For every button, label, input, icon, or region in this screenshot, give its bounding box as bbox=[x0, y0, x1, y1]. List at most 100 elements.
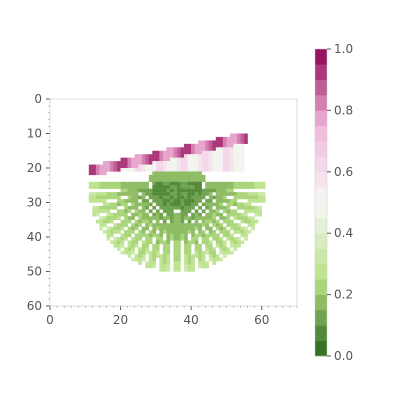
heatmap-cell bbox=[174, 178, 178, 182]
heatmap-cell bbox=[159, 227, 163, 231]
heatmap-cell bbox=[198, 206, 202, 210]
heatmap-cell bbox=[219, 137, 223, 141]
heatmap-cell bbox=[163, 230, 167, 234]
heatmap-cell bbox=[209, 254, 213, 258]
heatmap-cell bbox=[184, 161, 188, 165]
heatmap-cell bbox=[135, 192, 139, 196]
heatmap-cell bbox=[159, 261, 163, 265]
heatmap-cell bbox=[152, 185, 156, 189]
heatmap-cell bbox=[241, 140, 245, 144]
heatmap-cell bbox=[184, 147, 188, 151]
heatmap-cell bbox=[128, 251, 132, 255]
heatmap-cell bbox=[209, 192, 213, 196]
heatmap-cell bbox=[174, 261, 178, 265]
heatmap-cell bbox=[170, 192, 174, 196]
heatmap-cell bbox=[156, 216, 160, 220]
heatmap-cell bbox=[198, 147, 202, 151]
heatmap-cell bbox=[219, 189, 223, 193]
heatmap-cell bbox=[181, 223, 185, 227]
heatmap-cell bbox=[166, 151, 170, 155]
heatmap-cell bbox=[226, 192, 230, 196]
heatmap-cell bbox=[219, 185, 223, 189]
heatmap-cell bbox=[135, 185, 139, 189]
heatmap-cell bbox=[92, 192, 96, 196]
heatmap-cell bbox=[233, 244, 237, 248]
heatmap-cell bbox=[174, 265, 178, 269]
heatmap-cell bbox=[188, 268, 192, 272]
heatmap-cell bbox=[202, 234, 206, 238]
heatmap-cell bbox=[96, 199, 100, 203]
heatmap-cell bbox=[241, 168, 245, 172]
heatmap-cell bbox=[145, 189, 149, 193]
heatmap-cell bbox=[131, 165, 135, 169]
heatmap-cell bbox=[226, 199, 230, 203]
heatmap-cell bbox=[195, 189, 199, 193]
heatmap-cell bbox=[103, 168, 107, 172]
heatmap-cell bbox=[195, 203, 199, 207]
heatmap-cell bbox=[226, 220, 230, 224]
heatmap-cell bbox=[138, 168, 142, 172]
x-axis: 0 20 40 60 bbox=[46, 306, 297, 327]
heatmap-cell bbox=[110, 165, 114, 169]
heatmap-cell bbox=[202, 168, 206, 172]
y-tick-label: 50 bbox=[27, 265, 42, 279]
heatmap-cell bbox=[170, 185, 174, 189]
heatmap-cell bbox=[121, 251, 125, 255]
heatmap-cell bbox=[99, 206, 103, 210]
heatmap-cell bbox=[233, 158, 237, 162]
heatmap-cell bbox=[241, 182, 245, 186]
heatmap-cell bbox=[163, 220, 167, 224]
heatmap-cell bbox=[135, 213, 139, 217]
heatmap-cell bbox=[128, 234, 132, 238]
heatmap-cell bbox=[138, 185, 142, 189]
heatmap-cell bbox=[177, 168, 181, 172]
heatmap-cell bbox=[124, 247, 128, 251]
colorbar-segment bbox=[315, 187, 327, 203]
heatmap-cell bbox=[159, 171, 163, 175]
heatmap-cell bbox=[198, 196, 202, 200]
heatmap-cell bbox=[223, 216, 227, 220]
heatmap-cell bbox=[110, 168, 114, 172]
heatmap-cell bbox=[124, 251, 128, 255]
heatmap-cell bbox=[241, 151, 245, 155]
heatmap-cell bbox=[174, 258, 178, 262]
heatmap-cell bbox=[241, 216, 245, 220]
heatmap-cell bbox=[205, 168, 209, 172]
heatmap-cell bbox=[156, 209, 160, 213]
heatmap-cell bbox=[191, 213, 195, 217]
heatmap-cell bbox=[174, 199, 178, 203]
heatmap-cell bbox=[156, 178, 160, 182]
heatmap-cell bbox=[198, 158, 202, 162]
heatmap-cell bbox=[177, 237, 181, 241]
heatmap-cell bbox=[177, 206, 181, 210]
heatmap-cell bbox=[202, 240, 206, 244]
heatmap-cell bbox=[230, 199, 234, 203]
heatmap-cell bbox=[142, 254, 146, 258]
heatmap-cell bbox=[128, 209, 132, 213]
heatmap-cell bbox=[216, 223, 220, 227]
heatmap-cell bbox=[117, 230, 121, 234]
heatmap-cell bbox=[184, 203, 188, 207]
heatmap-cell bbox=[170, 220, 174, 224]
heatmap-cell bbox=[121, 213, 125, 217]
heatmap-cell bbox=[103, 220, 107, 224]
heatmap-cell bbox=[135, 209, 139, 213]
heatmap-cell bbox=[138, 220, 142, 224]
heatmap-cell bbox=[216, 161, 220, 165]
heatmap-cell bbox=[177, 220, 181, 224]
colorbar-tick-label: 0.4 bbox=[334, 226, 353, 240]
heatmap-cell bbox=[230, 203, 234, 207]
heatmap-cell bbox=[198, 182, 202, 186]
heatmap-cell bbox=[219, 240, 223, 244]
heatmap-cell bbox=[209, 182, 213, 186]
heatmap-cell bbox=[258, 206, 262, 210]
heatmap-cell bbox=[188, 254, 192, 258]
heatmap-cell bbox=[209, 161, 213, 165]
heatmap-cell bbox=[191, 192, 195, 196]
heatmap-cell bbox=[156, 237, 160, 241]
heatmap-cell bbox=[188, 185, 192, 189]
heatmap-cell bbox=[181, 165, 185, 169]
heatmap-cell bbox=[124, 161, 128, 165]
heatmap-cell bbox=[145, 234, 149, 238]
heatmap-cell bbox=[209, 230, 213, 234]
